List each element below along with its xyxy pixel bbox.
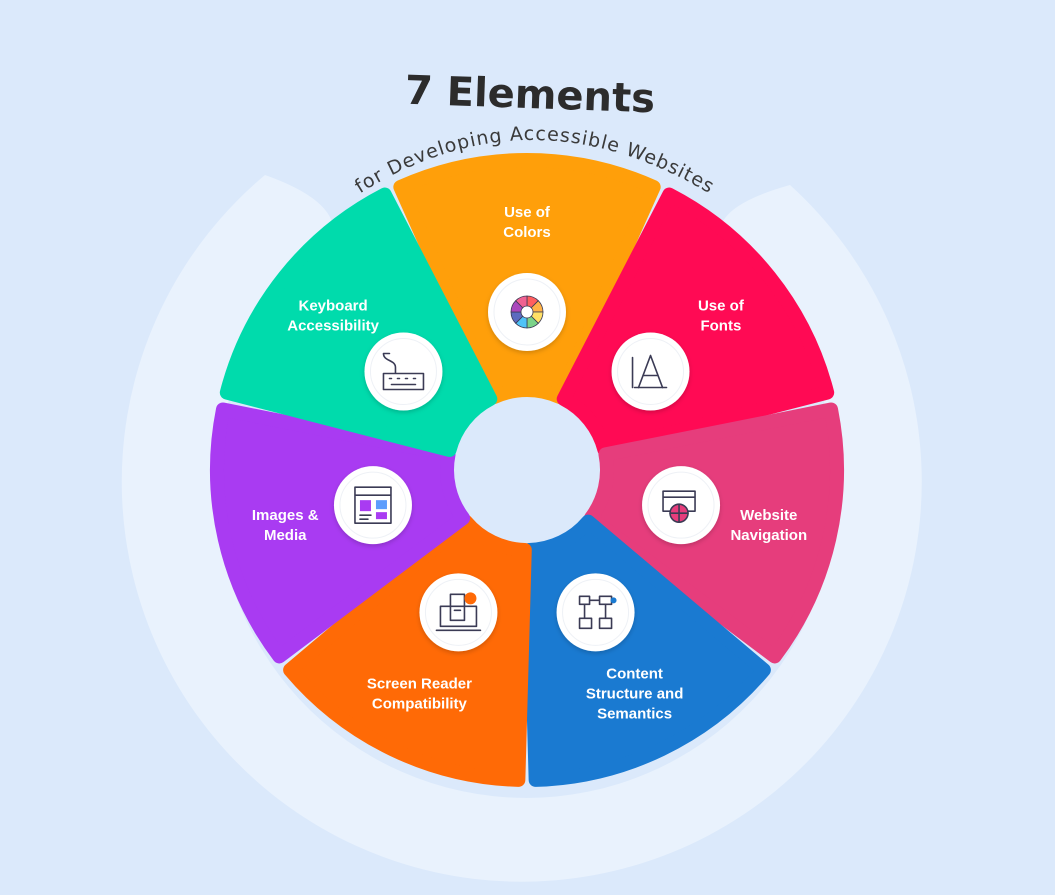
segment-shape [210,402,471,664]
segment-use-of-colors: Use of Colors [393,153,661,404]
web-navigation-icon [642,466,721,545]
segment-label-line: Accessibility [287,317,379,334]
sitemap-icon [556,573,635,652]
segment-label: Screen Reader Compatibility [367,675,472,712]
segment-screen-reader-compatibility: Screen Reader Compatibility [283,514,532,787]
segment-label: Website Navigation [730,507,807,544]
segment-use-of-fonts: Use of Fonts [556,187,835,458]
segment-label-line: Structure and [586,685,684,702]
segment-images-media: Images & Media [210,402,471,664]
background-ring [121,175,922,882]
segment-label-line: Use of [698,297,745,314]
segments: Use of Colors Use of Fonts Website Navigation… [210,153,844,787]
segment-shape [583,402,844,664]
segment-label-line: Screen Reader [367,675,472,692]
color-wheel-icon [488,273,566,351]
screen-reader-icon [419,573,498,652]
segment-label-line: Navigation [730,527,807,544]
segment-label: Images & Media [252,507,319,544]
segment-label-line: Website [740,507,797,524]
segment-label-line: Semantics [597,705,672,722]
keyboard-icon [364,332,443,411]
segment-label-line: Use of [504,204,551,221]
segment-website-navigation: Website Navigation [583,402,844,664]
segment-label-line: Colors [503,224,551,241]
font-letter-icon [611,332,690,411]
segment-keyboard-accessibility: Keyboard Accessibility [219,187,498,458]
segment-label-line: Media [264,527,307,544]
segment-label: Use of Colors [503,204,551,241]
segment-label: Use of Fonts [698,297,745,334]
title: 7 Elements [404,68,656,123]
segment-label-line: Images & [252,507,319,524]
segment-label: Keyboard Accessibility [287,297,379,334]
segment-label-line: Keyboard [299,297,368,314]
segment-label-line: Fonts [700,317,741,334]
segment-label-line: Compatibility [372,695,468,712]
segment-content-structure-and-semantics: Content Structure and Semantics [522,514,771,787]
segment-label: Content Structure and Semantics [586,665,684,722]
images-media-icon [333,466,412,545]
segment-label-line: Content [606,665,663,682]
